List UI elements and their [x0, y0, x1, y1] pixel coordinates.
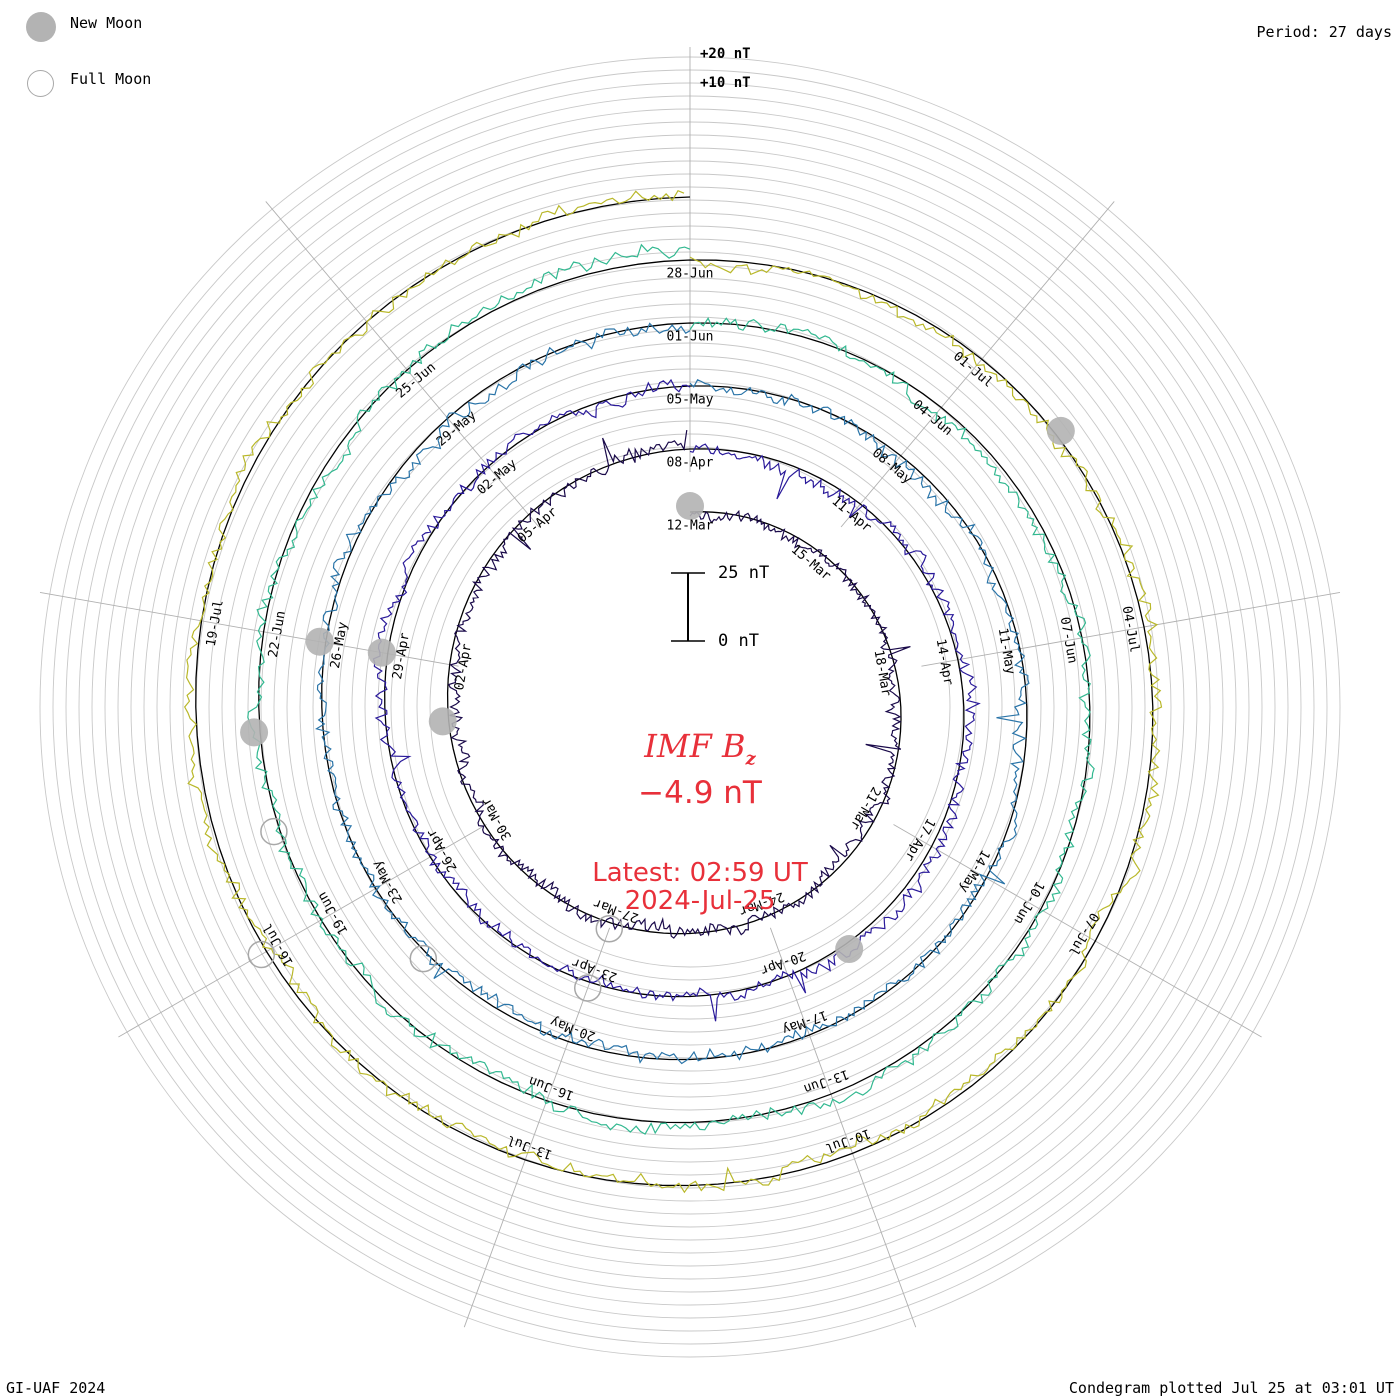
- latest-value: −4.9 nT: [638, 775, 762, 811]
- date-tick-label: 13-Jul: [505, 1132, 554, 1162]
- bz-series: [183, 189, 1163, 1194]
- date-tick-labels: 12-Mar15-Mar18-Mar21-Mar24-Mar27-Mar30-M…: [204, 267, 1142, 1162]
- date-tick-label: 22-Jun: [266, 610, 289, 659]
- date-tick-label: 14-Apr: [933, 638, 956, 687]
- new-moon-marker: [240, 718, 269, 747]
- parameter-subscript: z: [745, 748, 756, 770]
- date-tick-label: 17-Apr: [901, 815, 938, 863]
- radial-gridline: [265, 201, 540, 528]
- scale-bar: [671, 572, 705, 642]
- date-tick-label: 04-Jul: [1119, 605, 1142, 654]
- scale-upper-label: 25 nT: [718, 563, 770, 583]
- period-label: Period: 27 days: [1256, 23, 1392, 41]
- grid-ring: [377, 394, 1003, 1020]
- full-moon-marker: [573, 974, 602, 1002]
- date-tick-label: 12-Mar: [667, 519, 714, 534]
- new-moon-marker: [835, 935, 864, 964]
- grid-ring: [364, 381, 1016, 1033]
- parameter-main: IMF B: [644, 727, 746, 765]
- ring-label-plus10: +10 nT: [700, 75, 751, 91]
- ring-label-plus20: +20 nT: [700, 46, 751, 62]
- moon-phase-markers: [240, 416, 1075, 1002]
- credit-label: GI-UAF 2024: [6, 1379, 106, 1397]
- date-tick-label: 07-Jul: [1065, 910, 1101, 958]
- date-tick-label: 18-Mar: [871, 649, 894, 698]
- date-tick-label: 05-May: [667, 393, 714, 408]
- scale-lower-label: 0 nT: [718, 631, 759, 651]
- radial-gridline: [893, 824, 1262, 1038]
- bz-trace-turn-4: [247, 243, 1095, 1135]
- date-tick-label: 01-Jun: [667, 330, 714, 345]
- date-tick-label: 13-Jun: [801, 1066, 850, 1096]
- date-tick-label: 10-Jul: [823, 1125, 872, 1155]
- radial-gridlines: [39, 47, 1341, 1328]
- latest-date: 2024-Jul-25: [624, 886, 776, 916]
- date-tick-label: 05-Apr: [515, 504, 561, 546]
- radial-gridline: [921, 591, 1341, 667]
- date-tick-label: 08-Apr: [667, 456, 714, 471]
- new-moon-marker: [305, 627, 334, 656]
- date-tick-label: 02-Apr: [452, 643, 475, 692]
- full-moon-marker: [260, 817, 288, 846]
- date-tick-label: 07-Jun: [1057, 616, 1080, 665]
- radial-gridline: [463, 927, 611, 1328]
- plotted-timestamp: Condegram plotted Jul 25 at 03:01 UT: [1068, 1379, 1394, 1397]
- full-moon-legend-label: Full Moon: [70, 70, 152, 88]
- latest-time: Latest: 02:59 UT: [592, 858, 808, 888]
- full-moon-marker: [247, 940, 276, 969]
- bz-trace-turn-2: [372, 378, 981, 1022]
- new-moon-marker: [367, 638, 396, 667]
- date-tick-label: 26-May: [328, 621, 351, 670]
- date-tick-label: 11-May: [995, 627, 1018, 676]
- date-tick-label: 11-Apr: [828, 494, 874, 536]
- new-moon-marker: [428, 707, 457, 736]
- date-tick-label: 04-Jun: [909, 397, 955, 439]
- full-moon-marker: [595, 915, 624, 943]
- full-moon-marker: [409, 944, 438, 973]
- new-moon-marker: [676, 492, 704, 520]
- radial-gridline: [840, 201, 1115, 528]
- date-tick-label: 19-Jul: [204, 599, 227, 648]
- parameter-title: IMF Bz: [0, 727, 1400, 769]
- new-moon-legend-label: New Moon: [70, 14, 143, 32]
- date-tick-label: 29-Apr: [390, 632, 413, 681]
- date-tick-label: 28-Jun: [667, 267, 714, 282]
- bz-trace-turn-5: [183, 189, 1163, 1194]
- new-moon-marker: [1046, 416, 1075, 445]
- full-moon-legend-icon: [27, 70, 54, 97]
- bz-trace-turn-1: [447, 430, 911, 939]
- date-tick-label: 02-May: [474, 456, 520, 498]
- radial-gridline: [769, 927, 917, 1328]
- date-tick-label: 16-Jun: [527, 1073, 576, 1103]
- bz-trace-turn-3: [315, 322, 1030, 1065]
- date-tick-label: 16-Jul: [260, 920, 296, 968]
- new-moon-legend-icon: [26, 12, 56, 42]
- radial-gridline: [118, 824, 487, 1038]
